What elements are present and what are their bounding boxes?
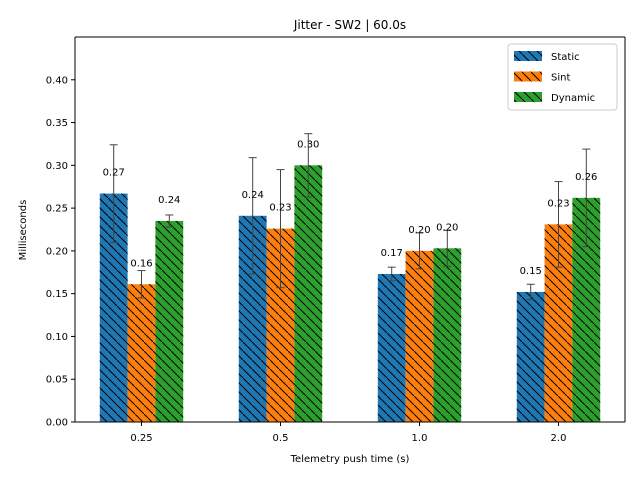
x-tick-label: 2.0 [551, 433, 567, 444]
y-tick-label: 0.35 [46, 118, 68, 129]
legend-swatch-hatch [514, 51, 542, 61]
bar-hatch [377, 273, 406, 422]
bar-hatch [516, 291, 545, 422]
y-tick-label: 0.05 [46, 375, 68, 386]
x-tick-label: 1.0 [412, 433, 428, 444]
data-label: 0.24 [242, 190, 264, 201]
x-tick-label: 0.25 [130, 433, 152, 444]
data-label: 0.24 [158, 195, 180, 206]
data-label: 0.26 [575, 172, 597, 183]
data-label: 0.20 [408, 225, 430, 236]
bar-hatch [405, 250, 434, 422]
bar-hatch [433, 248, 462, 422]
data-label: 0.17 [381, 248, 403, 259]
x-tick-label: 0.5 [273, 433, 289, 444]
chart-title: Jitter - SW2 | 60.0s [293, 18, 406, 32]
bar-hatch [294, 165, 323, 423]
bars-layer: 0.27 0.24 0.17 0.15 0.16 0.23 0.20 0.23 0.24 0.30… [99, 133, 601, 423]
y-tick-label: 0.00 [46, 418, 68, 429]
y-tick-label: 0.30 [46, 161, 68, 172]
data-label: 0.16 [130, 258, 152, 269]
y-tick-label: 0.25 [46, 204, 68, 215]
bar-hatch [127, 284, 156, 422]
axes-layer: 0.00 0.05 0.10 0.15 0.20 0.25 0.30 0.35 0.40 0.25… [46, 36, 626, 444]
legend-label: Sint [551, 73, 570, 84]
y-tick-label: 0.20 [46, 246, 68, 257]
legend: Static Sint Dynamic [507, 43, 618, 111]
legend-label: Dynamic [551, 93, 595, 104]
data-label: 0.23 [547, 198, 569, 209]
legend-swatch-hatch [514, 71, 542, 82]
legend-swatch-hatch [514, 92, 542, 102]
y-tick-label: 0.40 [46, 75, 68, 86]
data-label: 0.15 [520, 266, 542, 277]
y-axis-label: Milliseconds [18, 200, 29, 261]
data-label: 0.23 [269, 203, 291, 214]
x-axis-label: Telemetry push time (s) [290, 454, 410, 465]
legend-label: Static [551, 52, 580, 63]
bar-hatch [155, 220, 184, 422]
data-label: 0.20 [436, 222, 458, 233]
data-label: 0.30 [297, 139, 319, 150]
y-tick-label: 0.15 [46, 289, 68, 300]
data-label: 0.27 [103, 168, 125, 179]
y-tick-label: 0.10 [46, 332, 68, 343]
